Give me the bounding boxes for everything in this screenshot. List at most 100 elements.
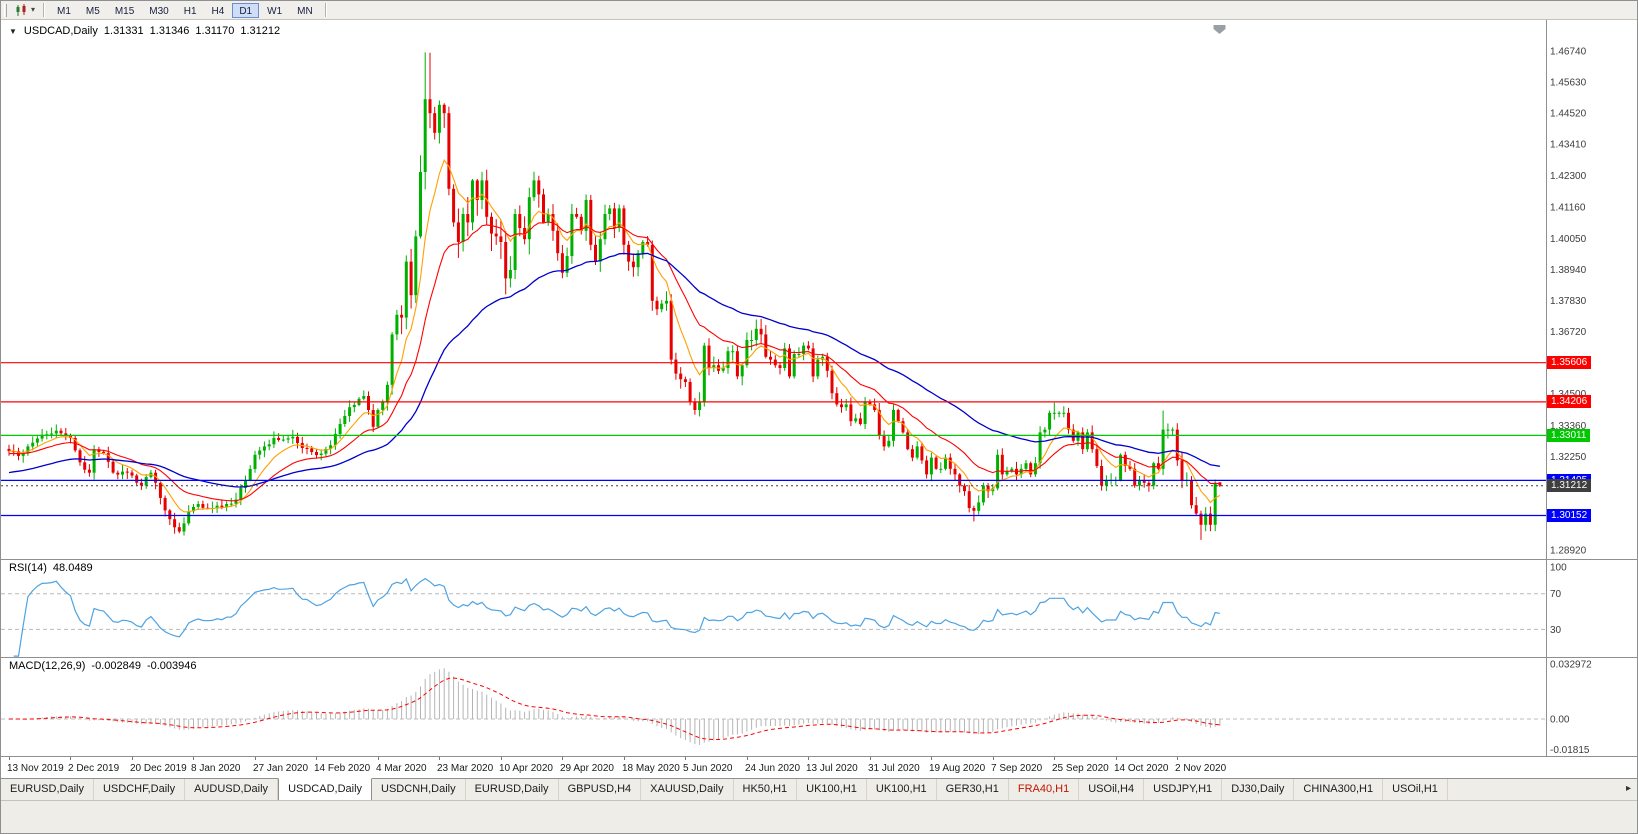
candle-body — [452, 188, 456, 223]
candle-body — [480, 180, 484, 200]
chart-type-button[interactable]: ▾ — [12, 3, 38, 18]
tab-hk50-h1[interactable]: HK50,H1 — [734, 779, 798, 800]
candle-body — [177, 527, 181, 532]
candle-body — [840, 404, 843, 408]
timeframe-button-m15[interactable]: M15 — [114, 5, 135, 17]
tab-usdcad-daily[interactable]: USDCAD,Daily — [278, 778, 373, 800]
macd-axis-label: 0.032972 — [1550, 660, 1592, 671]
time-axis[interactable]: 13 Nov 2019 2 Dec 2019 20 Dec 2019 8 Jan 20… — [1, 756, 1637, 778]
candle-body — [50, 433, 54, 435]
candle-body — [1005, 471, 1009, 475]
candle-body — [73, 438, 77, 451]
rsi-indicator-panel[interactable]: 100 70 30 — [1, 559, 1638, 657]
candle-body — [1057, 412, 1061, 414]
candle-body — [844, 404, 848, 408]
tab-scroll-right-icon[interactable]: ▸ — [1625, 783, 1631, 794]
candle-body — [925, 460, 929, 475]
candle-body — [802, 345, 806, 354]
candle-body — [244, 480, 247, 488]
timeframe-button-h4[interactable]: H4 — [211, 5, 225, 17]
tab-fra40-h1[interactable]: FRA40,H1 — [1009, 779, 1080, 800]
candle-body — [1156, 463, 1160, 469]
tab-eurusd-daily[interactable]: EURUSD,Daily — [1, 779, 94, 800]
chart-shift-marker[interactable] — [1213, 25, 1226, 34]
price-tag-1.31212: 1.31212 — [1547, 479, 1592, 492]
candle-body — [575, 214, 579, 217]
candle-body — [679, 373, 683, 380]
candle-body — [1161, 429, 1165, 469]
candle-body — [735, 351, 739, 377]
timeframe-button-w1[interactable]: W1 — [267, 5, 283, 17]
chart-menu-icon[interactable]: ▼ — [9, 27, 17, 36]
price-axis-label: 1.37830 — [1550, 296, 1587, 307]
timeframe-button-mn[interactable]: MN — [297, 5, 313, 17]
candle-body — [688, 382, 692, 402]
candle-body — [939, 468, 943, 470]
candle-body — [816, 359, 820, 377]
tab-uk100-h1[interactable]: UK100,H1 — [797, 779, 867, 800]
candle-body — [754, 328, 758, 340]
candle-body — [646, 242, 650, 245]
chart-tabs-bar: EURUSD,Daily USDCHF,Daily AUDUSD,Daily USDC… — [1, 778, 1637, 800]
timeframe-button-h1[interactable]: H1 — [183, 5, 197, 17]
timeframe-button-m1[interactable]: M1 — [57, 5, 71, 17]
tab-usoil-h4[interactable]: USOil,H4 — [1079, 779, 1145, 800]
tab-gbpusd-h4[interactable]: GBPUSD,H4 — [559, 779, 642, 800]
time-axis-tick — [316, 757, 317, 760]
tab-ger30-h1[interactable]: GER30,H1 — [937, 779, 1009, 800]
tab-china300-h1[interactable]: CHINA300,H1 — [1294, 779, 1384, 800]
tab-xauusd-daily[interactable]: XAUUSD,Daily — [641, 779, 734, 800]
candle-body — [537, 180, 541, 195]
candle-body — [135, 475, 139, 483]
price-axis-label: 1.28920 — [1550, 546, 1587, 557]
candle-body — [125, 471, 129, 473]
time-axis-tick — [378, 757, 379, 760]
tab-audusd-daily[interactable]: AUDUSD,Daily — [185, 779, 279, 800]
candle-body — [778, 365, 782, 368]
timeframe-button-m5[interactable]: M5 — [85, 5, 100, 17]
candle-body — [225, 504, 229, 508]
candle-body — [977, 502, 981, 511]
candle-body — [419, 172, 422, 237]
time-axis-tick — [1116, 757, 1117, 760]
candle-body — [1067, 412, 1070, 430]
tab-dj30-daily[interactable]: DJ30,Daily — [1222, 779, 1295, 800]
chart-symbol-period: USDCAD,Daily — [23, 25, 98, 37]
candle-body — [116, 472, 120, 475]
candle-body — [201, 504, 205, 508]
candle-body — [466, 214, 470, 223]
candle-body — [1166, 429, 1170, 431]
candle-body — [248, 469, 252, 480]
candle-body — [1043, 429, 1047, 433]
candle-body — [192, 507, 195, 512]
timeframe-buttons-group: M1 M5 M15 M30 H1 H4 D1 W1 MN — [50, 2, 320, 18]
candle-body — [887, 440, 891, 447]
candle-body — [996, 454, 1000, 489]
candle-body — [967, 491, 971, 508]
candle-body — [1213, 482, 1217, 525]
time-axis-label: 13 Nov 2019 — [7, 763, 64, 774]
macd-indicator-panel[interactable]: 0.032972 0.00 -0.01815 — [1, 657, 1638, 756]
candle-body — [1175, 429, 1179, 461]
candle-body — [475, 180, 479, 200]
candle-body — [461, 214, 465, 242]
candle-body — [447, 113, 451, 189]
main-price-chart[interactable]: 1.46740 1.45630 1.44520 1.43410 1.42300 1.411… — [1, 20, 1638, 559]
timeframe-toolbar: ▾ M1 M5 M15 M30 H1 H4 D1 W1 MN — [1, 1, 1637, 20]
tab-usdchf-daily[interactable]: USDCHF,Daily — [94, 779, 186, 800]
candle-body — [40, 434, 44, 439]
tab-uk100-h1[interactable]: UK100,H1 — [867, 779, 937, 800]
candle-body — [873, 404, 877, 410]
tab-usdcnh-daily[interactable]: USDCNH,Daily — [372, 779, 466, 800]
toolbar-grip[interactable] — [4, 3, 7, 17]
tab-usdjpy-h1[interactable]: USDJPY,H1 — [1144, 779, 1223, 800]
price-axis-label: 1.45630 — [1550, 78, 1587, 89]
tab-eurusd-daily[interactable]: EURUSD,Daily — [466, 779, 559, 800]
rsi-header: RSI(14) 48.0489 — [9, 562, 93, 574]
candle-body — [1128, 466, 1132, 469]
timeframe-button-m30[interactable]: M30 — [149, 5, 169, 17]
macd-signal-value: -0.003946 — [146, 660, 197, 672]
tab-usoil-h1[interactable]: USOil,H1 — [1383, 779, 1448, 800]
timeframe-button-d1[interactable]: D1 — [232, 2, 260, 18]
